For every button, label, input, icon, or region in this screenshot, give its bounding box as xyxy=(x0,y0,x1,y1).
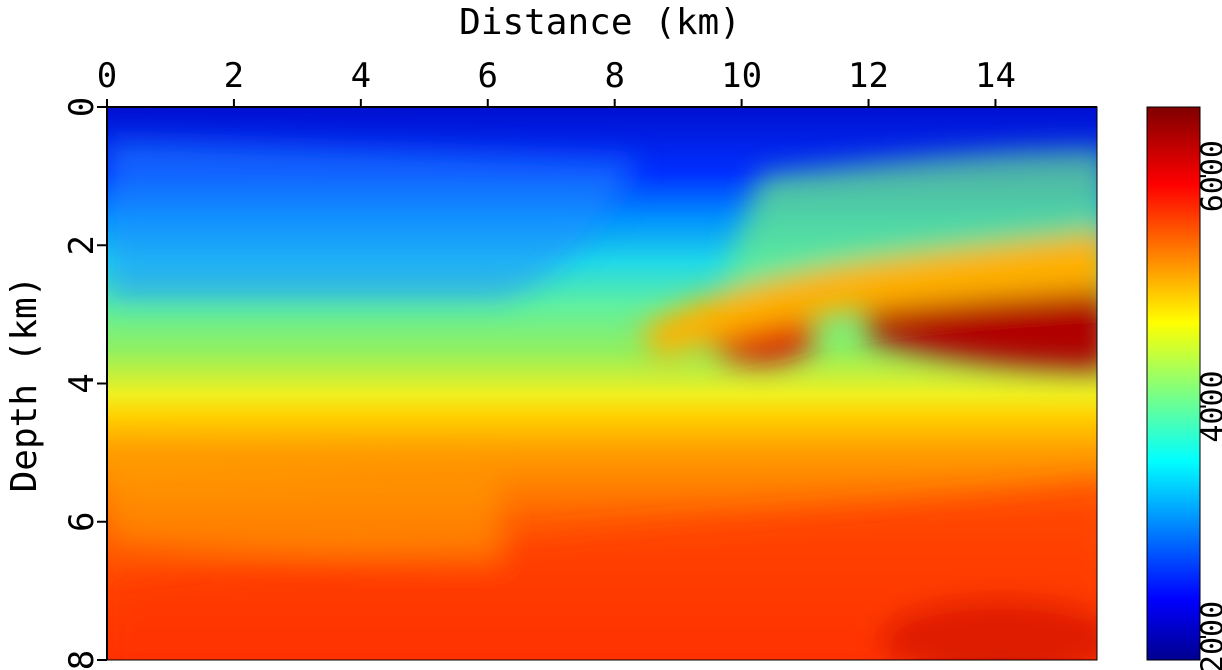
shallow-high-velocity-wedge xyxy=(640,231,1097,360)
x-axis-title: Distance (km) xyxy=(459,2,741,43)
y-tick-label: 6 xyxy=(62,512,102,532)
y-tick-label: 0 xyxy=(62,97,102,117)
colorbar-tick-label: 4000 xyxy=(1196,370,1222,442)
x-tick-label: 14 xyxy=(975,56,1016,96)
y-tick-label: 2 xyxy=(62,235,102,255)
y-tick-label: 8 xyxy=(62,650,102,670)
left-low-velocity-zone xyxy=(107,140,640,300)
x-axis: 0 2 4 6 8 10 12 14 xyxy=(97,56,1097,108)
colorbar-tick-label: 2000 xyxy=(1196,601,1222,670)
y-axis-title: Depth (km) xyxy=(4,276,45,493)
x-tick-label: 0 xyxy=(97,56,117,96)
x-tick-label: 12 xyxy=(848,56,889,96)
colorbar-tick-label: 6000 xyxy=(1196,140,1222,212)
colorbar-gradient-bar xyxy=(1146,106,1201,661)
x-tick-label: 6 xyxy=(478,56,498,96)
y-tick-label: 4 xyxy=(62,373,102,393)
x-tick-label: 10 xyxy=(721,56,762,96)
left-orange-zone xyxy=(107,450,500,560)
deep-red-band xyxy=(107,481,1097,660)
colorbar: 2000 4000 6000 xyxy=(1146,106,1222,670)
y-axis: 0 2 4 6 8 xyxy=(62,97,108,670)
x-tick-label: 2 xyxy=(224,56,244,96)
x-tick-label: 4 xyxy=(351,56,371,96)
x-tick-label: 8 xyxy=(604,56,624,96)
plot-area xyxy=(107,107,1097,660)
right-shallow-transition xyxy=(720,150,1097,290)
